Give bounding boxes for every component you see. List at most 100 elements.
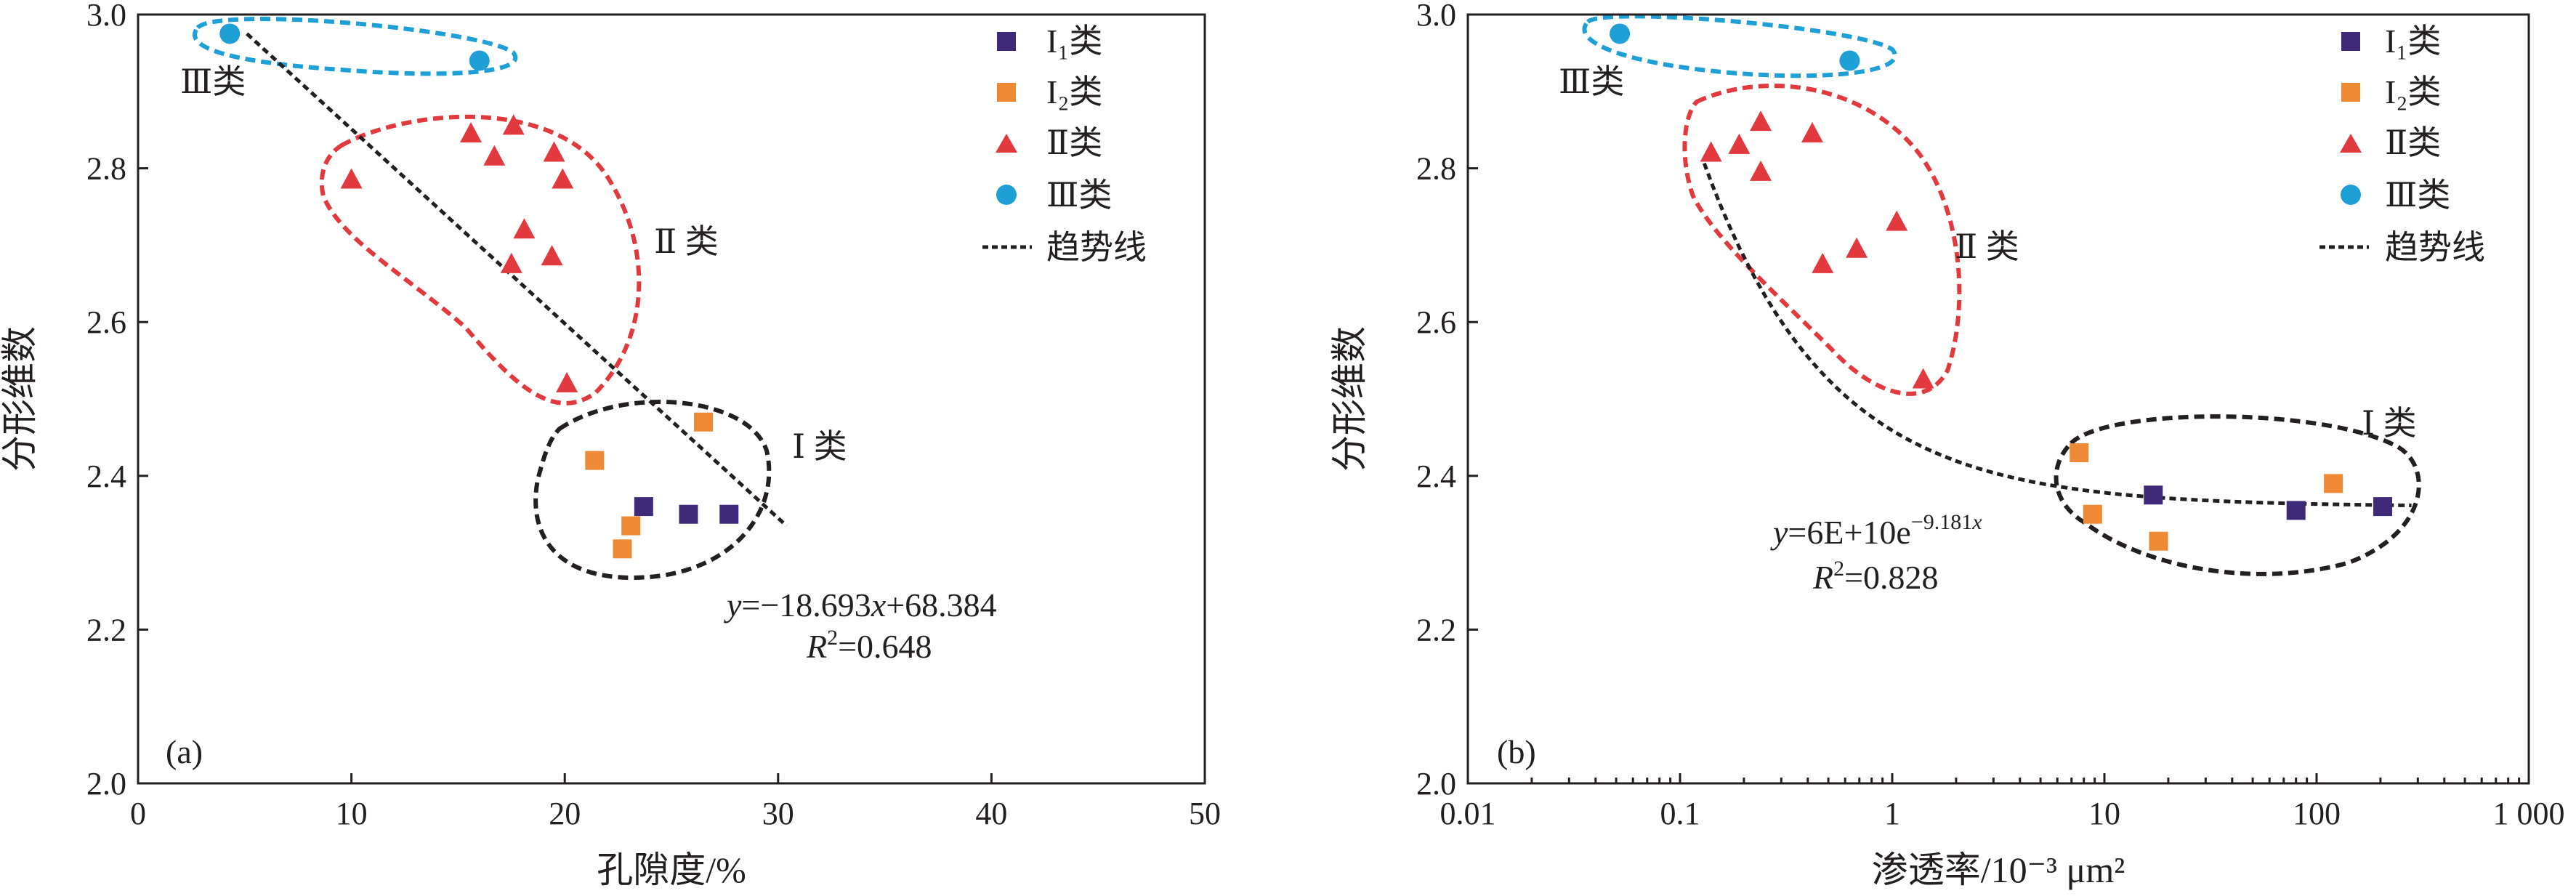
data-point-square — [2373, 497, 2393, 517]
y-tick-label: 2.2 — [86, 612, 126, 647]
equation-b: y=6E+10e−9.181x — [1770, 510, 1982, 551]
legend-label-i1-a: I₁类 — [1046, 23, 1102, 60]
legend-swatch-ii-a — [996, 134, 1017, 153]
class-label-ii-b: Ⅱ 类 — [1955, 228, 2019, 265]
data-point-triangle — [543, 141, 565, 162]
y-tick-label: 2.0 — [86, 766, 126, 802]
legend-swatch-iii-b — [2341, 185, 2361, 205]
class-label-i-a: Ⅰ 类 — [792, 428, 847, 465]
panel-label-a: (a) — [166, 733, 203, 770]
legend-label-trend-a: 趋势线 — [1046, 229, 1147, 266]
y-axis-title-b: 分形维数 — [1329, 326, 1370, 472]
data-point-square — [585, 451, 605, 470]
cluster-outline-ii-b — [1682, 84, 1962, 396]
x-tick-label: 30 — [762, 796, 794, 831]
data-point-circle — [1610, 23, 1631, 44]
r2-b: R2=0.828 — [1812, 557, 1939, 596]
data-point-square — [2144, 485, 2163, 505]
data-point-square — [613, 539, 632, 559]
legend-label-ii-a: Ⅱ类 — [1046, 124, 1102, 161]
axis-ticks-a: 0 10 20 30 40 50 2.0 2.2 2.4 2.6 2.8 3.0 — [86, 0, 1221, 831]
data-point-triangle — [502, 114, 525, 135]
data-point-triangle — [1912, 368, 1934, 389]
class-label-iii-b: Ⅲ类 — [1559, 63, 1624, 100]
legend-label-iii-b: Ⅲ类 — [2385, 177, 2450, 214]
data-point-square — [2286, 501, 2306, 520]
y-tick-label: 3.0 — [86, 0, 126, 33]
y-tick-label: 2.6 — [1416, 304, 1456, 340]
data-point-square — [694, 412, 714, 432]
data-point-triangle — [1700, 141, 1722, 162]
data-point-triangle — [483, 145, 506, 166]
x-axis-title-a: 孔隙度/% — [597, 849, 746, 890]
legend-swatch-i1-b — [2341, 32, 2360, 51]
x-tick-label: 100 — [2293, 796, 2341, 831]
panel-a: 0 10 20 30 40 50 2.0 2.2 2.4 2.6 2.8 3.0 孔隙度/% 分形维数… — [0, 0, 1221, 890]
y-axis-title-a: 分形维数 — [0, 326, 40, 472]
legend-label-i1-b: I₁类 — [2385, 23, 2441, 60]
legend-swatch-iii-a — [996, 185, 1017, 205]
data-point-square — [634, 497, 653, 517]
data-point-triangle — [556, 371, 578, 392]
y-tick-label: 2.8 — [86, 151, 126, 187]
data-point-triangle — [500, 252, 522, 273]
panel-label-b: (b) — [1497, 733, 1536, 770]
class-label-iii-a: Ⅲ类 — [180, 63, 246, 100]
data-point-square — [621, 516, 641, 536]
panel-b: 0.01 0.1 1 10 100 1 000 2.0 2.2 2.4 2.6 2.8 3.0 渗透率… — [1329, 0, 2565, 890]
plot-area-b — [1466, 13, 2530, 785]
data-point-triangle — [541, 245, 563, 266]
data-point-triangle — [340, 168, 363, 189]
x-axis-title-b: 渗透率/10⁻³ μm² — [1872, 849, 2125, 890]
x-tick-label: 0.01 — [1440, 796, 1496, 831]
x-tick-label: 20 — [549, 796, 581, 831]
y-tick-label: 3.0 — [1416, 0, 1456, 33]
data-point-triangle — [1750, 110, 1772, 132]
cluster-outline-iii-b — [1582, 14, 1897, 78]
y-tick-label: 2.2 — [1416, 612, 1456, 647]
plot-area-a — [137, 13, 1206, 785]
equation-a: y=−18.693x+68.384 — [724, 586, 997, 623]
cluster-outline-i-a — [533, 399, 772, 581]
legend-swatch-ii-b — [2340, 134, 2362, 153]
legend-label-i2-b: I₂类 — [2385, 73, 2441, 110]
data-points-b — [1610, 23, 2393, 551]
data-point-square — [679, 504, 698, 524]
legend-swatch-i2-a — [997, 83, 1016, 102]
y-tick-label: 2.6 — [86, 304, 126, 340]
y-tick-label: 2.4 — [1416, 459, 1456, 494]
data-point-circle — [469, 50, 490, 71]
x-tick-label: 50 — [1189, 796, 1221, 831]
data-point-square — [2149, 531, 2168, 551]
cluster-outline-ii-a — [319, 114, 642, 405]
cluster-outline-i-b — [2054, 414, 2421, 576]
legend-label-trend-b: 趋势线 — [2385, 229, 2485, 266]
trendline — [246, 32, 788, 528]
x-tick-label: 0.1 — [1660, 796, 1700, 831]
data-point-triangle — [513, 218, 536, 239]
class-label-i-b: Ⅰ 类 — [2362, 405, 2417, 442]
data-point-triangle — [1886, 210, 1908, 231]
class-label-ii-a: Ⅱ 类 — [654, 223, 719, 260]
axis-ticks-b: 0.01 0.1 1 10 100 1 000 2.0 2.2 2.4 2.6 2.8 3.0 — [1416, 0, 2565, 831]
data-point-square — [2324, 474, 2343, 493]
cluster-outline-iii-a — [193, 17, 518, 76]
y-tick-label: 2.4 — [86, 459, 126, 494]
trendline-a — [246, 32, 788, 528]
data-point-triangle — [1750, 160, 1772, 181]
x-tick-label: 40 — [975, 796, 1007, 831]
data-point-square — [2070, 443, 2089, 463]
data-point-square — [719, 504, 739, 524]
trendline — [1702, 162, 2412, 507]
legend-label-ii-b: Ⅱ类 — [2385, 124, 2441, 161]
x-tick-label: 10 — [336, 796, 368, 831]
legend-swatch-i2-b — [2341, 83, 2360, 102]
data-point-circle — [1839, 50, 1860, 71]
data-point-square — [2083, 504, 2102, 524]
x-tick-label: 10 — [2088, 796, 2120, 831]
legend-b: I₁类 I₂类 Ⅱ类 Ⅲ类 趋势线 — [2319, 23, 2485, 266]
y-tick-label: 2.8 — [1416, 151, 1456, 187]
x-tick-label: 0 — [130, 796, 146, 831]
data-point-triangle — [1812, 252, 1834, 273]
